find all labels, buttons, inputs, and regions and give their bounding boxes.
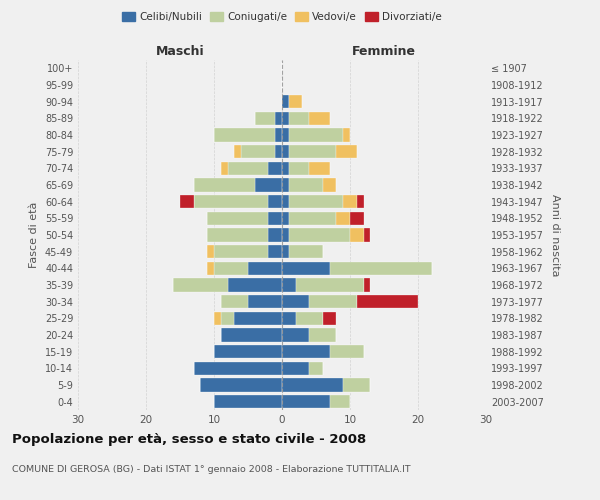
Bar (221, 312, 235, 325)
Text: COMUNE DI GEROSA (BG) - Dati ISTAT 1° gennaio 2008 - Elaborazione TUTTITALIA.IT: COMUNE DI GEROSA (BG) - Dati ISTAT 1° ge… (12, 466, 410, 474)
Bar (268, 245, 282, 258)
Bar (221, 328, 282, 342)
Bar (275, 145, 282, 158)
Bar (357, 195, 364, 208)
Bar (268, 162, 282, 175)
Bar (248, 295, 282, 308)
Bar (309, 328, 337, 342)
Bar (329, 395, 350, 408)
Bar (282, 312, 296, 325)
Bar (227, 162, 268, 175)
Bar (309, 295, 357, 308)
Bar (282, 362, 309, 375)
Bar (282, 178, 289, 192)
Bar (194, 178, 255, 192)
Bar (282, 145, 289, 158)
Bar (282, 395, 329, 408)
Bar (289, 145, 337, 158)
Bar (282, 95, 289, 108)
Bar (329, 262, 431, 275)
Bar (282, 345, 329, 358)
Bar (289, 228, 350, 241)
Bar (214, 345, 282, 358)
Bar (268, 212, 282, 225)
Bar (268, 195, 282, 208)
Bar (180, 195, 194, 208)
Bar (200, 378, 282, 392)
Bar (289, 245, 323, 258)
Bar (343, 128, 350, 141)
Bar (173, 278, 227, 291)
Bar (214, 262, 248, 275)
Bar (323, 178, 337, 192)
Bar (194, 195, 268, 208)
Bar (282, 278, 296, 291)
Bar (350, 228, 364, 241)
Bar (214, 128, 275, 141)
Bar (207, 228, 268, 241)
Bar (282, 195, 289, 208)
Bar (289, 112, 309, 125)
Bar (364, 228, 370, 241)
Bar (282, 328, 309, 342)
Bar (296, 278, 364, 291)
Bar (289, 95, 302, 108)
Bar (289, 178, 323, 192)
Bar (282, 262, 329, 275)
Bar (207, 262, 214, 275)
Text: Maschi: Maschi (155, 44, 205, 58)
Bar (329, 345, 364, 358)
Bar (275, 128, 282, 141)
Bar (227, 278, 282, 291)
Bar (282, 295, 309, 308)
Bar (235, 145, 241, 158)
Legend: Celibi/Nubili, Coniugati/e, Vedovi/e, Divorziati/e: Celibi/Nubili, Coniugati/e, Vedovi/e, Di… (118, 8, 446, 26)
Bar (282, 228, 289, 241)
Bar (337, 145, 357, 158)
Bar (214, 395, 282, 408)
Bar (289, 162, 309, 175)
Bar (282, 128, 289, 141)
Bar (323, 312, 337, 325)
Bar (343, 378, 370, 392)
Text: Femmine: Femmine (352, 44, 416, 58)
Y-axis label: Fasce di età: Fasce di età (29, 202, 39, 268)
Bar (214, 245, 268, 258)
Text: Popolazione per età, sesso e stato civile - 2008: Popolazione per età, sesso e stato civil… (12, 432, 366, 446)
Bar (194, 362, 282, 375)
Bar (309, 362, 323, 375)
Bar (282, 112, 289, 125)
Bar (364, 278, 370, 291)
Bar (289, 128, 343, 141)
Bar (241, 145, 275, 158)
Bar (207, 245, 214, 258)
Bar (235, 312, 282, 325)
Bar (221, 162, 227, 175)
Bar (282, 212, 289, 225)
Y-axis label: Anni di nascita: Anni di nascita (550, 194, 560, 276)
Bar (289, 212, 337, 225)
Bar (350, 212, 364, 225)
Bar (282, 378, 343, 392)
Bar (337, 212, 350, 225)
Bar (309, 112, 329, 125)
Bar (248, 262, 282, 275)
Bar (357, 295, 418, 308)
Bar (268, 228, 282, 241)
Bar (221, 295, 248, 308)
Bar (282, 162, 289, 175)
Bar (214, 312, 221, 325)
Bar (255, 112, 275, 125)
Bar (255, 178, 282, 192)
Bar (289, 195, 343, 208)
Bar (275, 112, 282, 125)
Bar (296, 312, 323, 325)
Bar (343, 195, 357, 208)
Bar (207, 212, 268, 225)
Bar (282, 245, 289, 258)
Bar (309, 162, 329, 175)
